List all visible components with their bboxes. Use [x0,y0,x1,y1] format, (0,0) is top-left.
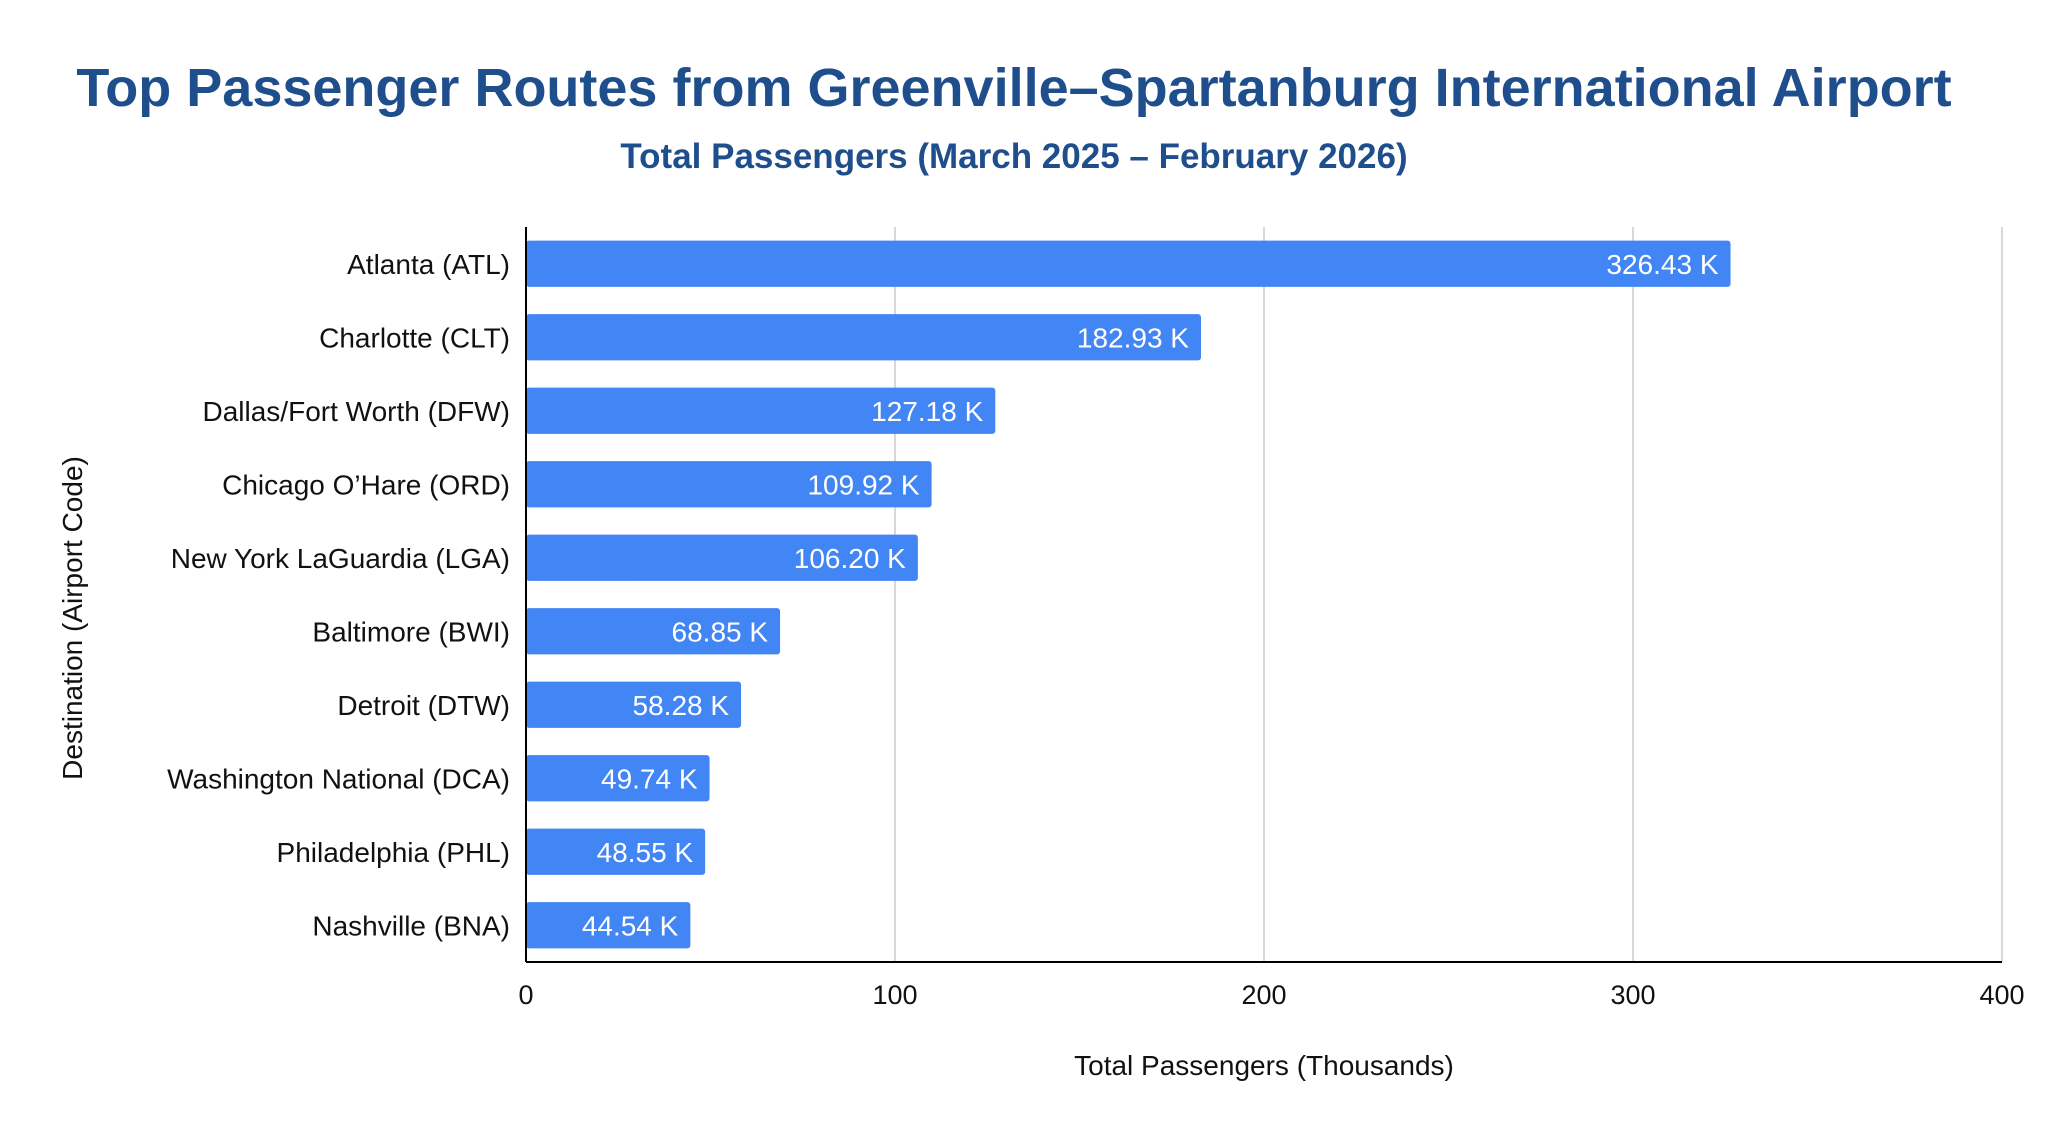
category-label: Baltimore (BWI) [312,616,510,647]
data-label: 49.74 K [601,763,698,794]
bar [526,314,1202,361]
bar [526,534,918,581]
category-label: Philadelphia (PHL) [277,837,510,868]
category-label: Charlotte (CLT) [319,322,510,353]
x-tick-label: 300 [1610,980,1655,1010]
data-label: 127.18 K [871,396,983,427]
category-label: Detroit (DTW) [337,690,510,721]
data-label: 44.54 K [582,910,679,941]
chart-title: Top Passenger Routes from Greenville–Spa… [76,58,1951,118]
data-label: 106.20 K [794,543,906,574]
category-label: New York LaGuardia (LGA) [171,543,510,574]
x-tick-label: 100 [872,980,917,1010]
bar [526,608,781,655]
category-label: Chicago O’Hare (ORD) [222,469,510,500]
category-label: Washington National (DCA) [167,763,510,794]
category-label: Dallas/Fort Worth (DFW) [203,396,511,427]
bar [526,681,742,728]
y-axis-title: Destination (Airport Code) [57,456,88,780]
category-labels: Atlanta (ATL) Charlotte (CLT) Dallas/Fort … [167,249,510,942]
bar [526,461,932,508]
category-label: Atlanta (ATL) [347,249,510,280]
x-axis-title: Total Passengers (Thousands) [1074,1050,1454,1081]
x-tick-label: 200 [1241,980,1286,1010]
data-label: 48.55 K [597,837,694,868]
bar [526,828,706,875]
x-tick-label: 0 [518,980,533,1010]
x-tick-label: 400 [1979,980,2024,1010]
data-label: 58.28 K [633,690,730,721]
bar [526,240,1731,287]
bar [526,902,691,949]
data-label: 68.85 K [672,616,769,647]
category-label: Nashville (BNA) [312,910,510,941]
data-labels: 326.43 K 182.93 K 127.18 K 109.92 K 106.20 K… [582,249,1719,942]
bars [526,240,1731,949]
chart-subtitle: Total Passengers (March 2025 – February … [620,137,1407,176]
data-label: 109.92 K [807,469,919,500]
bar [526,755,710,802]
data-label: 326.43 K [1606,249,1718,280]
x-tick-labels: 0 100 200 300 400 [518,980,2024,1010]
gridlines [894,227,2003,962]
bar [526,387,996,434]
data-label: 182.93 K [1077,322,1189,353]
